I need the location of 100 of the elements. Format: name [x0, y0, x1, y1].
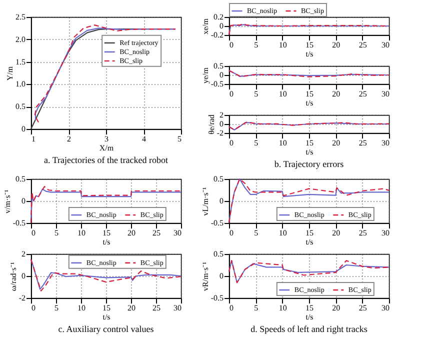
x-tick-label: 1	[32, 134, 36, 144]
x-tick-label: 5	[178, 134, 182, 144]
y-tick-label: 0	[220, 272, 224, 280]
x-tick-label: 5	[254, 138, 258, 148]
y-tick-label: 0	[22, 124, 26, 134]
y-tick-label: 2	[220, 110, 224, 120]
y-axis-title: vR/m·s⁻¹	[200, 261, 210, 291]
x-tick-label: 0	[230, 228, 234, 238]
y-tick-label: 0.5	[214, 62, 224, 70]
x-axis-title: t/s	[102, 312, 110, 322]
x-tick-label: 15	[306, 138, 314, 148]
y-tick-label: 2	[22, 250, 26, 258]
y-tick-label: -0.5	[210, 294, 224, 302]
y-tick-label: 0.2	[214, 12, 224, 22]
text: d. Speeds of left and right tracks	[250, 324, 368, 334]
x-tick-label: 4	[142, 134, 146, 144]
y-axis-title: Y/m	[6, 66, 14, 81]
x-tick-label: 30	[174, 228, 182, 238]
x-tick-label: 25	[358, 90, 367, 98]
y-tick-label: -2	[18, 294, 26, 302]
x-tick-label: 15	[306, 228, 314, 238]
y-tick-label: 0	[220, 70, 224, 80]
y-tick-label: 0.5	[16, 174, 26, 184]
x-tick-label: 25	[152, 304, 160, 312]
x-tick-label: 5	[254, 304, 258, 312]
x-tick-label: 0	[230, 304, 234, 312]
x-tick-label: 2	[67, 134, 71, 144]
x-tick-label: 10	[278, 138, 287, 148]
x-axis-title: t/s	[306, 238, 314, 246]
x-tick-label: 15	[306, 304, 314, 312]
x-tick-label: 20	[332, 40, 340, 50]
x-tick-label: 5	[254, 228, 258, 238]
y-tick-label: 0.5	[214, 174, 224, 184]
x-tick-label: 30	[382, 304, 390, 312]
x-tick-label: 10	[278, 304, 287, 312]
y-tick-label: -0.5	[12, 218, 26, 228]
x-tick-label: 10	[78, 304, 86, 312]
x-tick-label: 5	[54, 304, 58, 312]
x-axis-title: t/s	[102, 238, 110, 246]
y-tick-label: -0.2	[210, 30, 224, 40]
x-axis-title: t/s	[306, 312, 314, 322]
x-tick-label: 20	[128, 228, 136, 238]
y-axis-title: v/m·s⁻¹	[2, 189, 12, 214]
x-tick-label: 25	[358, 138, 367, 148]
x-tick-label: 30	[382, 228, 390, 238]
x-tick-label: 25	[358, 40, 367, 50]
x-tick-label: 15	[102, 228, 110, 238]
x-tick-label: 20	[332, 228, 340, 238]
y-tick-label: 1.0	[16, 80, 26, 89]
y-tick-label: 1.5	[16, 57, 26, 66]
x-tick-label: 15	[306, 90, 314, 98]
x-tick-label: 10	[278, 90, 287, 98]
y-tick-label: 0	[220, 120, 224, 128]
x-tick-label: 0	[32, 228, 36, 238]
y-tick-label: 0	[22, 196, 26, 206]
x-tick-label: 25	[358, 304, 367, 312]
x-tick-label: 0	[230, 90, 234, 98]
x-tick-label: 30	[382, 40, 390, 50]
y-tick-label: 0.5	[214, 250, 224, 258]
x-tick-label: 10	[278, 40, 287, 50]
y-tick-label: 0	[22, 272, 26, 280]
y-tick-label: -0.5	[210, 80, 224, 88]
x-tick-label: 5	[254, 40, 258, 50]
x-tick-label: 20	[332, 304, 340, 312]
x-tick-label: 20	[332, 138, 340, 148]
x-tick-label: 10	[78, 228, 86, 238]
x-tick-label: 5	[54, 228, 58, 238]
x-tick-label: 30	[382, 90, 390, 98]
x-tick-label: 3	[104, 134, 108, 144]
y-axis-title: ω/rad·s⁻¹	[8, 261, 18, 291]
x-tick-label: 30	[382, 138, 390, 148]
text: c. Auxiliary control values	[58, 324, 154, 334]
x-axis-title: t/s	[306, 50, 314, 58]
x-axis-title: t/s	[306, 98, 314, 108]
y-axis-title: θe/rad	[206, 114, 216, 134]
x-tick-label: 25	[358, 228, 367, 238]
y-tick-label: 2.5	[16, 12, 26, 22]
y-tick-label: -0.5	[210, 218, 224, 228]
x-tick-label: 15	[306, 40, 314, 50]
x-tick-label: 25	[152, 228, 160, 238]
x-tick-label: 10	[278, 228, 287, 238]
x-tick-label: 20	[128, 304, 136, 312]
x-tick-label: 15	[102, 304, 110, 312]
x-axis-title: t/s	[306, 148, 314, 156]
y-tick-label: 0.5	[16, 102, 26, 112]
x-tick-label: 30	[174, 304, 182, 312]
y-tick-label: -2	[216, 128, 224, 138]
y-tick-label: 2.0	[16, 34, 26, 44]
y-axis-title: xe/m	[200, 18, 210, 34]
y-axis-title: vL/m·s⁻¹	[200, 186, 210, 216]
text: b. Trajectory errors	[274, 159, 344, 169]
y-axis-title: ye/m	[200, 66, 210, 84]
y-tick-label: 0	[220, 22, 224, 30]
line-series	[228, 260, 390, 284]
x-tick-label: 5	[254, 90, 258, 98]
x-tick-label: 20	[332, 90, 340, 98]
x-tick-label: 0	[32, 304, 36, 312]
text: a. Trajectories of the tracked robot	[44, 155, 168, 165]
x-axis-title: X/m	[99, 144, 114, 152]
y-tick-label: 0	[220, 196, 224, 206]
